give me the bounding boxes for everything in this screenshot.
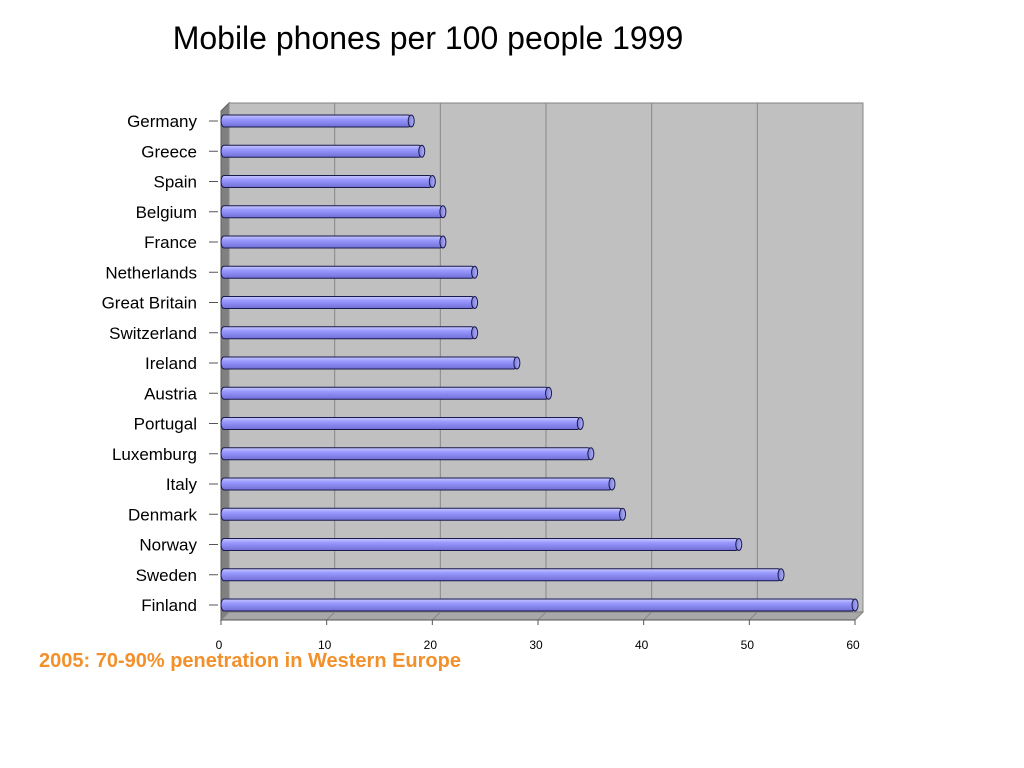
- bar: [220, 326, 479, 340]
- category-label: Norway: [139, 536, 197, 555]
- bar: [220, 538, 743, 551]
- bar-cap: [851, 598, 859, 612]
- category-label: Belgium: [136, 203, 197, 222]
- gridline-floor: [431, 611, 441, 621]
- category-label: Denmark: [128, 505, 197, 524]
- bar: [220, 598, 859, 612]
- bar-body: [220, 114, 412, 128]
- bar-cap: [513, 356, 521, 370]
- gridline-floor: [537, 611, 547, 621]
- category-label: Spain: [154, 173, 197, 192]
- bar-cap: [471, 265, 479, 279]
- bar-cap: [587, 447, 595, 461]
- bar: [220, 356, 521, 370]
- gridline-floor: [220, 611, 230, 621]
- bar: [220, 205, 447, 219]
- gridline-floor: [326, 611, 336, 621]
- category-labels: Germany Greece Spain Belgium France Netherlan…: [102, 112, 218, 615]
- category-label: Switzerland: [109, 324, 197, 343]
- bar-cap: [428, 175, 436, 188]
- bar-body: [220, 144, 423, 158]
- category-label: Ireland: [145, 354, 197, 373]
- bar-body: [220, 477, 613, 491]
- bar-cap: [545, 386, 553, 400]
- x-tick-label: 20: [424, 638, 438, 652]
- bar-body: [220, 386, 550, 400]
- bar-cap: [777, 568, 785, 582]
- bar: [220, 296, 479, 309]
- bar: [220, 417, 584, 430]
- bar-body: [220, 356, 518, 370]
- category-label: Austria: [144, 384, 197, 403]
- x-tick-label: 50: [741, 638, 755, 652]
- bar-cap: [439, 235, 447, 249]
- category-label: Sweden: [136, 566, 197, 585]
- bar: [220, 507, 627, 521]
- bar-body: [220, 447, 592, 461]
- bar: [220, 477, 616, 491]
- category-label: Italy: [166, 475, 198, 494]
- category-label: Greece: [141, 142, 197, 161]
- bar-cap: [735, 538, 743, 551]
- bar: [220, 235, 447, 249]
- bar-body: [220, 326, 476, 340]
- gridline-floor: [748, 611, 758, 621]
- bar: [220, 568, 785, 582]
- bar-cap: [576, 417, 584, 430]
- category-label: France: [144, 233, 197, 252]
- bar: [220, 175, 436, 188]
- bar-cap: [407, 114, 415, 128]
- bar: [220, 447, 595, 461]
- bar-body: [220, 265, 476, 279]
- gridline-floor: [854, 611, 864, 621]
- bar-body: [220, 235, 444, 249]
- bar: [220, 386, 553, 400]
- bar-body: [220, 598, 856, 612]
- category-label: Great Britain: [102, 294, 197, 313]
- bar-cap: [608, 477, 616, 491]
- category-label: Netherlands: [105, 263, 197, 282]
- bar: [220, 265, 479, 279]
- category-label: Finland: [141, 596, 197, 615]
- bar: [220, 114, 415, 128]
- penetration-note: 2005: 70-90% penetration in Western Euro…: [39, 650, 461, 672]
- bar-cap: [619, 507, 627, 521]
- bar-cap: [471, 296, 479, 309]
- category-label: Germany: [127, 112, 197, 131]
- bar-cap: [418, 144, 426, 158]
- bar-body: [220, 507, 624, 521]
- bar-body: [220, 175, 433, 188]
- bar-body: [220, 538, 740, 551]
- x-tick-label: 60: [846, 638, 860, 652]
- bar: [220, 144, 426, 158]
- x-tick-label: 40: [635, 638, 649, 652]
- bar-body: [220, 296, 476, 309]
- bar-cap: [471, 326, 479, 340]
- gridline-floor: [643, 611, 653, 621]
- chart-title: Mobile phones per 100 people 1999: [172, 20, 684, 56]
- bar-body: [220, 205, 444, 219]
- x-axis-ticks: 0 10 20 30 40 50 60: [216, 619, 860, 652]
- x-tick-label: 30: [529, 638, 543, 652]
- bars: [220, 114, 859, 612]
- bar-body: [220, 568, 782, 582]
- bar-cap: [439, 205, 447, 219]
- bar-body: [220, 417, 581, 430]
- category-label: Portugal: [134, 415, 197, 434]
- x-tick-label: 10: [318, 638, 332, 652]
- category-label: Luxemburg: [112, 445, 197, 464]
- x-tick-label: 0: [216, 638, 223, 652]
